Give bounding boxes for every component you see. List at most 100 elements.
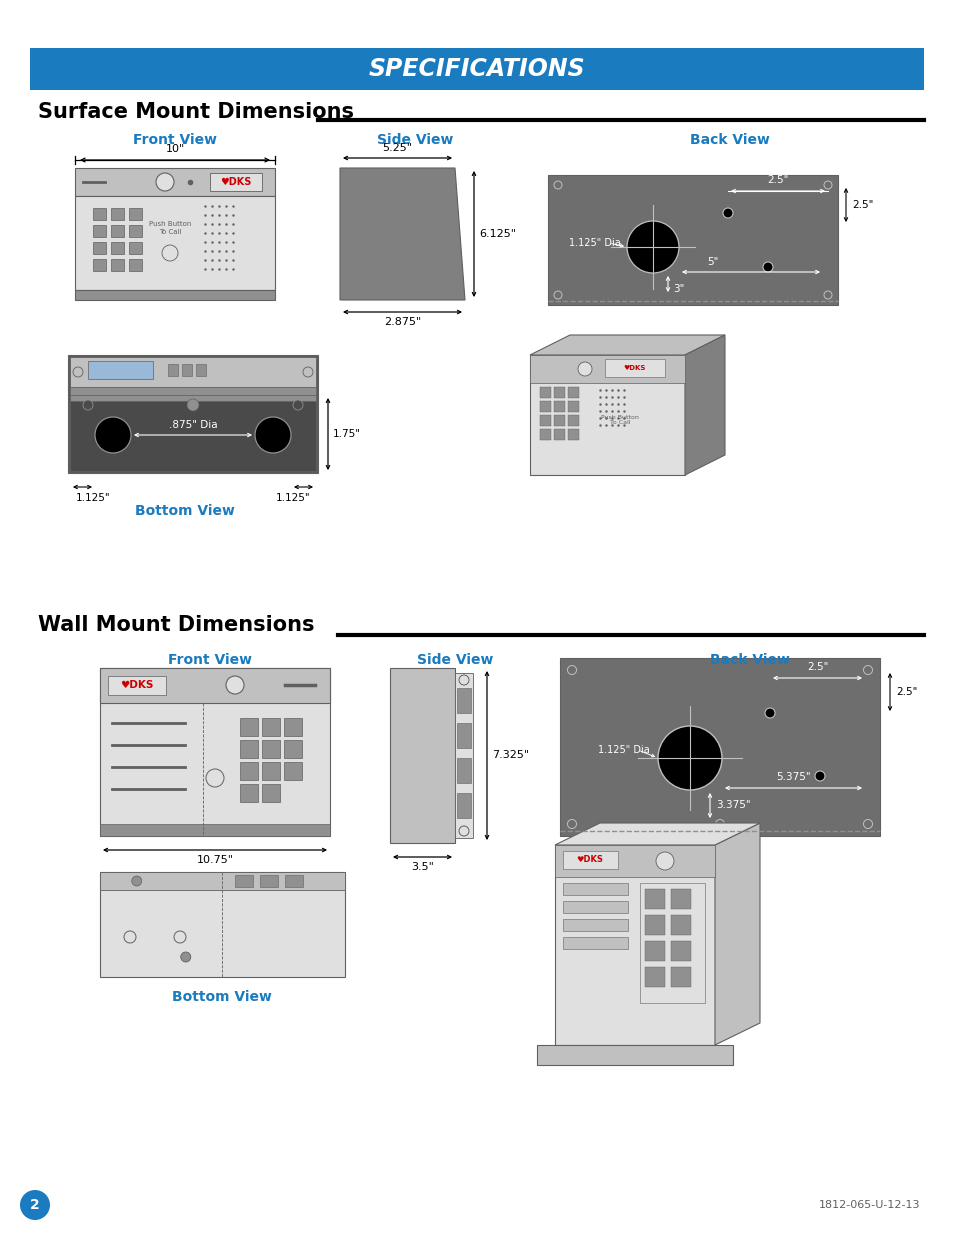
Text: 10.75": 10.75": [196, 855, 233, 864]
Bar: [644, 941, 664, 961]
Text: 5.375": 5.375": [776, 772, 810, 782]
Circle shape: [187, 399, 199, 411]
Bar: [100, 872, 345, 977]
Circle shape: [578, 362, 592, 375]
Circle shape: [303, 367, 313, 377]
Bar: [554, 415, 564, 426]
Bar: [644, 889, 664, 909]
Circle shape: [156, 173, 173, 191]
Text: 1.125": 1.125": [75, 493, 111, 503]
Bar: [240, 784, 257, 802]
Bar: [182, 364, 192, 375]
Bar: [240, 718, 257, 736]
Bar: [562, 919, 627, 931]
Circle shape: [814, 771, 824, 781]
Text: 5.25": 5.25": [382, 143, 412, 153]
Bar: [262, 740, 280, 758]
Bar: [30, 48, 923, 90]
Text: 1.125" Dia: 1.125" Dia: [569, 238, 620, 248]
Bar: [70, 395, 315, 401]
Bar: [670, 967, 690, 987]
Bar: [129, 225, 142, 237]
Bar: [670, 941, 690, 961]
Text: 1.125" Dia: 1.125" Dia: [598, 745, 649, 755]
Bar: [547, 175, 837, 305]
Text: 2.5": 2.5": [851, 200, 872, 210]
Bar: [259, 876, 277, 887]
Circle shape: [73, 367, 83, 377]
Bar: [210, 173, 262, 191]
Text: SPECIFICATIONS: SPECIFICATIONS: [368, 57, 585, 82]
Bar: [554, 429, 564, 440]
Bar: [562, 937, 627, 948]
Bar: [390, 668, 455, 844]
Circle shape: [162, 245, 178, 261]
Text: ♥DKS: ♥DKS: [120, 680, 153, 690]
Polygon shape: [555, 823, 760, 845]
Circle shape: [554, 291, 561, 299]
Text: 2.875": 2.875": [383, 317, 420, 327]
Bar: [262, 762, 280, 781]
Bar: [75, 196, 274, 290]
Text: Side View: Side View: [376, 133, 453, 147]
Bar: [92, 225, 106, 237]
Circle shape: [554, 182, 561, 189]
Polygon shape: [714, 823, 760, 1045]
Bar: [555, 845, 714, 877]
Bar: [262, 784, 280, 802]
Bar: [554, 387, 564, 398]
Bar: [111, 207, 124, 220]
Bar: [539, 401, 551, 412]
Bar: [670, 889, 690, 909]
Circle shape: [656, 852, 673, 869]
Bar: [284, 718, 302, 736]
Bar: [562, 851, 618, 869]
Bar: [88, 361, 152, 379]
Text: .875" Dia: .875" Dia: [169, 420, 217, 430]
Text: 10": 10": [165, 144, 185, 154]
Bar: [539, 415, 551, 426]
Circle shape: [626, 221, 679, 273]
Bar: [168, 364, 178, 375]
Text: 1.75": 1.75": [333, 429, 360, 438]
Polygon shape: [339, 168, 464, 300]
Text: Push Button
To Call: Push Button To Call: [600, 415, 639, 425]
Bar: [92, 242, 106, 254]
Text: Push Button
To Call: Push Button To Call: [149, 221, 191, 235]
Text: Back View: Back View: [689, 133, 769, 147]
Text: 7.325": 7.325": [492, 751, 529, 761]
Text: Surface Mount Dimensions: Surface Mount Dimensions: [38, 103, 354, 122]
Polygon shape: [684, 335, 724, 475]
Bar: [559, 658, 879, 836]
Polygon shape: [530, 354, 684, 475]
Bar: [100, 668, 330, 836]
Bar: [234, 876, 253, 887]
Bar: [456, 688, 471, 713]
Bar: [284, 876, 302, 887]
Bar: [129, 207, 142, 220]
Bar: [111, 242, 124, 254]
Bar: [567, 415, 578, 426]
Bar: [75, 168, 274, 196]
Circle shape: [226, 676, 244, 694]
Bar: [562, 902, 627, 913]
Bar: [539, 429, 551, 440]
Circle shape: [715, 820, 723, 829]
Bar: [68, 354, 317, 473]
Circle shape: [206, 769, 224, 787]
Circle shape: [823, 182, 831, 189]
Text: Front View: Front View: [168, 653, 252, 667]
Text: Back View: Back View: [709, 653, 789, 667]
Circle shape: [764, 708, 774, 718]
Circle shape: [823, 291, 831, 299]
Text: 2.5": 2.5": [766, 175, 788, 185]
Text: ♥DKS: ♥DKS: [623, 366, 645, 370]
Circle shape: [180, 952, 191, 962]
Text: 2: 2: [30, 1198, 40, 1212]
Bar: [100, 872, 345, 890]
Circle shape: [83, 400, 92, 410]
Bar: [456, 758, 471, 783]
Bar: [455, 673, 473, 839]
Text: 5": 5": [706, 257, 718, 267]
Bar: [70, 395, 315, 471]
